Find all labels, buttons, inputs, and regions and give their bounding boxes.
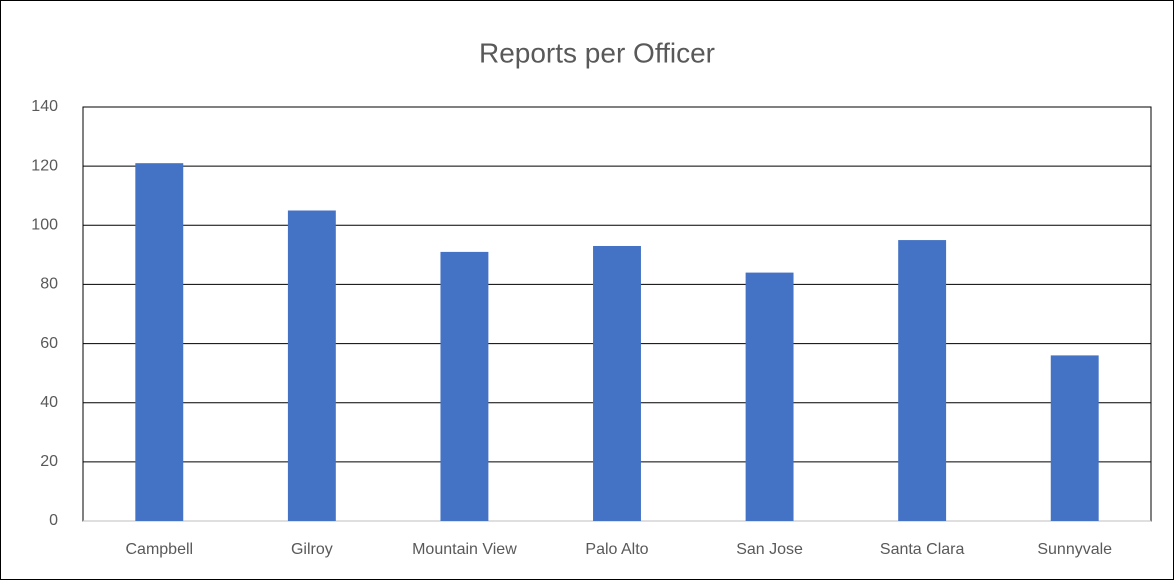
chart-title: Reports per Officer — [479, 37, 715, 68]
x-tick-label: Sunnyvale — [1037, 541, 1112, 558]
y-tick-label: 100 — [31, 217, 58, 234]
bar — [1050, 355, 1099, 521]
bar — [745, 272, 794, 521]
x-tick-label: Campbell — [125, 541, 193, 558]
y-tick-label: 60 — [40, 335, 58, 352]
bar — [593, 245, 641, 521]
x-tick-label: Gilroy — [291, 541, 333, 558]
x-tick-label: Palo Alto — [585, 541, 648, 558]
x-tick-label: Mountain View — [412, 541, 517, 558]
y-tick-label: 0 — [49, 512, 58, 529]
y-tick-label: 80 — [40, 276, 58, 293]
x-tick-label: San Jose — [736, 541, 803, 558]
y-tick-label: 20 — [40, 453, 58, 470]
bar — [898, 240, 947, 522]
bar — [440, 251, 489, 521]
x-tick-label: Santa Clara — [880, 541, 965, 558]
bar — [287, 210, 336, 521]
y-tick-label: 140 — [31, 98, 58, 115]
y-tick-label: 120 — [31, 157, 58, 174]
bar — [135, 163, 184, 521]
y-tick-label: 40 — [40, 394, 58, 411]
